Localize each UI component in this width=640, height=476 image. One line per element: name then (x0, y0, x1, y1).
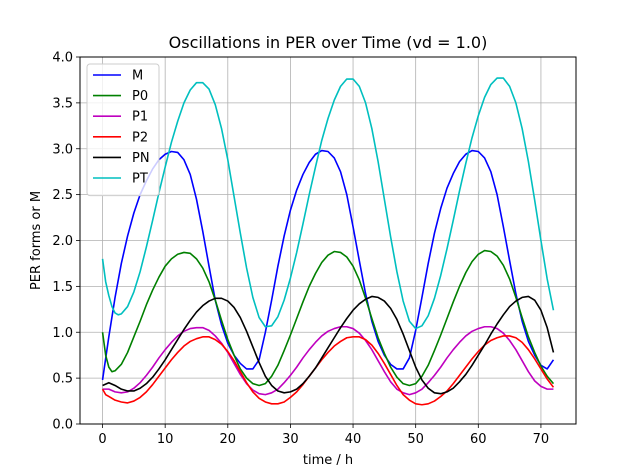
y-tick-label: 2.5 (52, 188, 73, 203)
y-tick-label: 0.0 (52, 418, 73, 433)
x-tick-label: 70 (533, 432, 550, 447)
x-tick-label: 40 (345, 432, 362, 447)
x-tick-label: 20 (220, 432, 237, 447)
series-line-p2 (101, 335, 555, 406)
chart-title: Oscillations in PER over Time (vd = 1.0) (169, 33, 488, 52)
y-tick-label: 4.0 (52, 51, 73, 66)
x-axis-label: time / h (303, 453, 353, 468)
x-tick-label: 50 (407, 432, 424, 447)
series-line-pn (102, 295, 555, 395)
x-tick-label: 30 (282, 432, 299, 447)
y-tick-label: 1.5 (52, 280, 73, 295)
y-tick-label: 3.0 (52, 142, 73, 157)
x-tick-label: 0 (98, 432, 106, 447)
y-tick-label: 3.5 (52, 96, 73, 111)
y-tick-label: 2.0 (52, 234, 73, 249)
x-tick-label: 60 (470, 432, 487, 447)
legend-label: P2 (132, 130, 148, 145)
legend-label: M (132, 69, 143, 84)
legend-label: P0 (132, 89, 148, 104)
series-line-p0 (101, 249, 555, 387)
legend-label: P1 (132, 110, 148, 125)
legend: M P0 P1 P2 PN PT (86, 63, 160, 197)
series-line-pt (101, 77, 555, 330)
legend-box (86, 63, 160, 197)
y-tick-label: 1.0 (52, 326, 73, 341)
series-lines (101, 77, 555, 406)
series-line-m (101, 149, 555, 381)
legend-label: PN (132, 151, 150, 166)
axis-ticks: 0 10 20 30 40 50 60 70 0.0 0.5 1.0 1.5 2.0 2.5 3.0 3.5 4… (52, 51, 549, 448)
series-line-p1 (102, 325, 554, 396)
legend-label: PT (132, 172, 148, 187)
y-axis-label: PER forms or M (29, 191, 44, 290)
y-tick-label: 0.5 (52, 372, 73, 387)
x-tick-label: 10 (157, 432, 174, 447)
